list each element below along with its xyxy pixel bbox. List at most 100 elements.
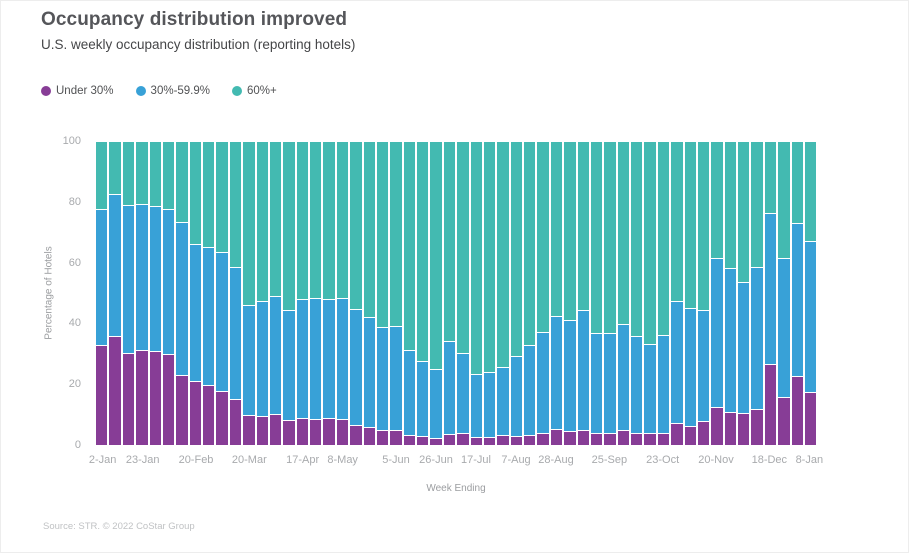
bar	[804, 141, 817, 445]
bar-segment-plus60	[376, 141, 389, 328]
bar	[162, 141, 175, 445]
bar-segment-plus60	[577, 141, 589, 310]
y-tick-label: 0	[74, 439, 81, 451]
bar-segment-plus60	[162, 141, 175, 209]
bar-segment-mid	[310, 298, 322, 419]
x-tick-label: 8-May	[327, 454, 358, 466]
bar-segment-mid	[376, 327, 389, 431]
bar-segment-mid	[804, 241, 817, 393]
x-tick-label: 17-Apr	[286, 454, 320, 466]
bar	[604, 141, 616, 445]
x-tick-label: 28-Aug	[538, 454, 574, 466]
y-tick-label: 80	[68, 195, 81, 208]
bar-segment-under30	[537, 432, 549, 445]
bar-segment-under30	[149, 351, 161, 445]
bar-segment-mid	[631, 336, 643, 434]
bar-segment-plus60	[510, 141, 522, 356]
bar-segment-under30	[470, 437, 482, 445]
bar-segment-plus60	[497, 141, 509, 368]
bar-segment-under30	[778, 397, 790, 445]
bar-segment-under30	[457, 433, 469, 445]
bar-segment-mid	[711, 257, 723, 407]
y-axis-tick-labels: 100 80 60 40 20 0	[1, 135, 81, 451]
bar-segment-plus60	[697, 141, 710, 310]
bar-segment-under30	[243, 414, 255, 445]
bar-segment-mid	[323, 299, 335, 418]
plot-area	[96, 141, 817, 445]
bar-segment-plus60	[136, 141, 148, 204]
bar-segment-under30	[403, 434, 415, 445]
bar-segment-plus60	[417, 141, 429, 361]
bar	[738, 141, 750, 445]
bar-segment-plus60	[363, 141, 375, 317]
bar	[671, 141, 683, 445]
bar	[483, 141, 496, 445]
bar-segment-under30	[577, 430, 589, 445]
bar-segment-under30	[711, 406, 723, 445]
bar	[577, 141, 589, 445]
legend-item-60plus: 60%+	[232, 85, 277, 97]
bar-segment-under30	[791, 375, 803, 445]
bar	[296, 141, 308, 445]
bar-segment-mid	[778, 257, 790, 398]
bar-segment-plus60	[390, 141, 402, 326]
bar	[136, 141, 148, 445]
bar-segment-under30	[510, 436, 522, 445]
bar-segment-mid	[764, 212, 777, 364]
x-tick-label: 20-Mar	[231, 454, 267, 466]
bar-segment-mid	[136, 203, 148, 351]
bar-segment-mid	[189, 244, 201, 382]
bar-segment-under30	[764, 363, 777, 445]
bar-segment-mid	[524, 344, 536, 435]
x-tick-label: 5-Jun	[382, 454, 410, 466]
bar	[564, 141, 576, 445]
bar-segment-mid	[470, 373, 482, 438]
bar	[323, 141, 335, 445]
bar-segment-mid	[657, 335, 670, 434]
chart-title: Occupancy distribution improved	[41, 9, 348, 30]
bar-segment-mid	[724, 267, 736, 412]
bar	[283, 141, 295, 445]
x-tick-label: 17-Jul	[461, 454, 491, 466]
legend-label-under30: Under 30%	[56, 85, 114, 97]
bar-segment-under30	[617, 430, 629, 445]
bar-segment-under30	[724, 411, 736, 445]
bar	[176, 141, 188, 445]
bar-segment-plus60	[443, 141, 456, 342]
bar-segment-mid	[162, 208, 175, 354]
bar-segment-under30	[550, 429, 563, 445]
bar-segment-under30	[631, 433, 643, 445]
bar-segment-mid	[296, 299, 308, 418]
x-tick-label: 8-Jan	[795, 454, 824, 466]
x-tick-label: 26-Jun	[419, 454, 453, 466]
x-tick-label: 23-Oct	[646, 454, 680, 466]
x-tick-label: 2-Jan	[88, 454, 117, 466]
bar-segment-mid	[350, 309, 362, 425]
bar-segment-mid	[336, 297, 349, 419]
bar-segment-mid	[738, 282, 750, 414]
x-tick-label: 18-Dec	[751, 454, 788, 466]
bar-segment-under30	[216, 391, 228, 445]
bar	[537, 141, 549, 445]
legend-dot-under30-icon	[41, 86, 51, 96]
bar-segment-under30	[96, 344, 108, 445]
bar-segment-mid	[510, 355, 522, 437]
bar-segment-under30	[310, 418, 322, 445]
bar-segment-mid	[403, 350, 415, 435]
bar-segment-plus60	[176, 141, 188, 223]
bar-segment-plus60	[671, 141, 683, 302]
bar	[697, 141, 710, 445]
bar-segment-under30	[136, 350, 148, 445]
bar-segment-mid	[483, 371, 496, 437]
bar-segment-mid	[96, 209, 108, 345]
bar-segment-under30	[564, 431, 576, 445]
legend-dot-60plus-icon	[232, 86, 243, 96]
bar-segment-under30	[657, 433, 670, 445]
bar-segment-under30	[336, 418, 349, 445]
bar-segment-under30	[671, 423, 683, 445]
bar-segment-plus60	[778, 141, 790, 258]
bar-segment-mid	[751, 267, 763, 409]
bar-segment-mid	[109, 194, 121, 336]
bar-segment-plus60	[269, 141, 282, 297]
bar-segment-plus60	[109, 141, 121, 195]
